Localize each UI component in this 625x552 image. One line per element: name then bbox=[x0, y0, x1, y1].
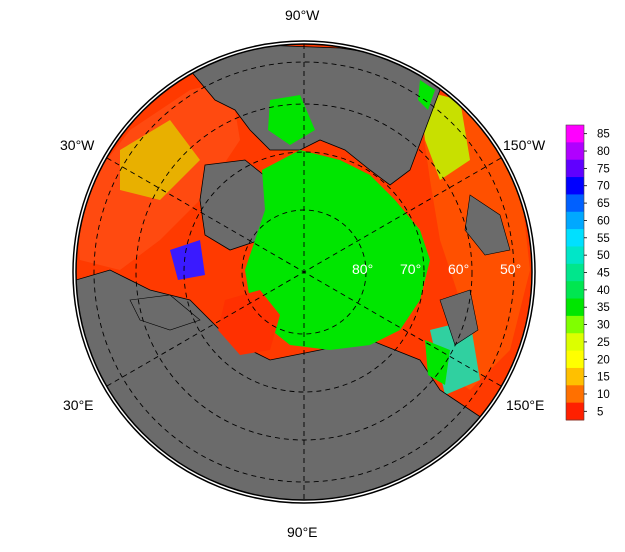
atlantic-mixed-patch bbox=[120, 120, 200, 200]
lon-label-30e: 30°E bbox=[63, 397, 94, 413]
lat-label-50: 50° bbox=[500, 261, 521, 277]
lat-label-60: 60° bbox=[448, 261, 469, 277]
lon-label-90w: 90°W bbox=[285, 7, 320, 23]
colorbar-tick-label: 75 bbox=[597, 163, 610, 175]
lon-label-150w: 150°W bbox=[503, 137, 546, 153]
bering-ice bbox=[418, 80, 435, 110]
colorbar-swatch bbox=[566, 298, 584, 317]
colorbar-tick-label: 30 bbox=[597, 320, 610, 332]
meridian-30e-150w bbox=[106, 157, 502, 387]
colorbar-tick-label: 35 bbox=[597, 302, 610, 314]
colorbar-swatch bbox=[566, 281, 584, 300]
lat-label-70: 70° bbox=[400, 261, 421, 277]
colorbar: 85 80 75 70 65 60 55 50 45 40 35 30 25 20 15 10 5 bbox=[565, 124, 610, 421]
lon-label-150e: 150°E bbox=[506, 397, 545, 413]
colorbar-tick-label: 25 bbox=[597, 337, 610, 349]
colorbar-tick-label: 40 bbox=[597, 285, 610, 297]
colorbar-tick-label: 65 bbox=[597, 198, 610, 210]
colorbar-tick-label: 45 bbox=[597, 268, 610, 280]
colorbar-tick-label: 5 bbox=[597, 406, 603, 418]
lon-label-30w: 30°W bbox=[60, 137, 95, 153]
chukotka-land bbox=[464, 194, 511, 256]
colorbar-swatch bbox=[566, 125, 584, 143]
colorbar-swatch bbox=[566, 142, 584, 161]
colorbar-swatch bbox=[566, 177, 584, 195]
kara-sea-region bbox=[218, 290, 280, 355]
okhotsk-ice bbox=[425, 340, 450, 385]
colorbar-swatch bbox=[566, 194, 584, 213]
colorbar-swatch bbox=[566, 263, 584, 282]
map-border-outer bbox=[72, 40, 536, 504]
colorbar-tick-label: 20 bbox=[597, 354, 610, 366]
colorbar-swatch bbox=[566, 211, 584, 230]
colorbar-tick-label: 55 bbox=[597, 233, 610, 245]
eurasia-land bbox=[76, 269, 521, 500]
lat-circle-50 bbox=[93, 61, 515, 483]
colorbar-swatch bbox=[566, 350, 584, 369]
colorbar-tick-label: 80 bbox=[597, 146, 610, 158]
lat-label-80: 80° bbox=[352, 261, 373, 277]
colorbar-swatch bbox=[566, 229, 584, 247]
map-border-inner bbox=[75, 43, 533, 501]
colorbar-tick-label: 15 bbox=[597, 372, 610, 384]
scandinavia-land bbox=[129, 294, 201, 331]
arctic-sea-ice bbox=[245, 150, 430, 350]
bering-mixed-patch bbox=[420, 90, 470, 180]
barents-blue-patch bbox=[170, 240, 205, 280]
colorbar-tick-label: 60 bbox=[597, 215, 610, 227]
graticule bbox=[93, 44, 515, 500]
lon-label-90e: 90°E bbox=[287, 524, 318, 540]
colorbar-swatch bbox=[566, 333, 584, 352]
lat-circle-70 bbox=[183, 151, 425, 393]
colorbar-tick-label: 70 bbox=[597, 181, 610, 193]
colorbar-swatch bbox=[566, 402, 584, 421]
colorbar-swatch bbox=[566, 159, 584, 178]
colorbar-tick-label: 85 bbox=[597, 129, 610, 141]
colorbar-swatch bbox=[566, 246, 584, 265]
north-pacific-region bbox=[420, 110, 530, 390]
colorbar-swatch bbox=[566, 367, 584, 386]
canadian-archipelago-ice bbox=[268, 95, 315, 145]
colorbar-tick-label: 10 bbox=[597, 389, 610, 401]
map-disc: 80° 70° 60° 50° bbox=[76, 44, 532, 500]
colorbar-swatch bbox=[566, 385, 584, 404]
kamchatka-land bbox=[439, 289, 479, 346]
colorbar-tick-label: 50 bbox=[597, 250, 610, 262]
colorbar-swatch bbox=[566, 315, 584, 334]
